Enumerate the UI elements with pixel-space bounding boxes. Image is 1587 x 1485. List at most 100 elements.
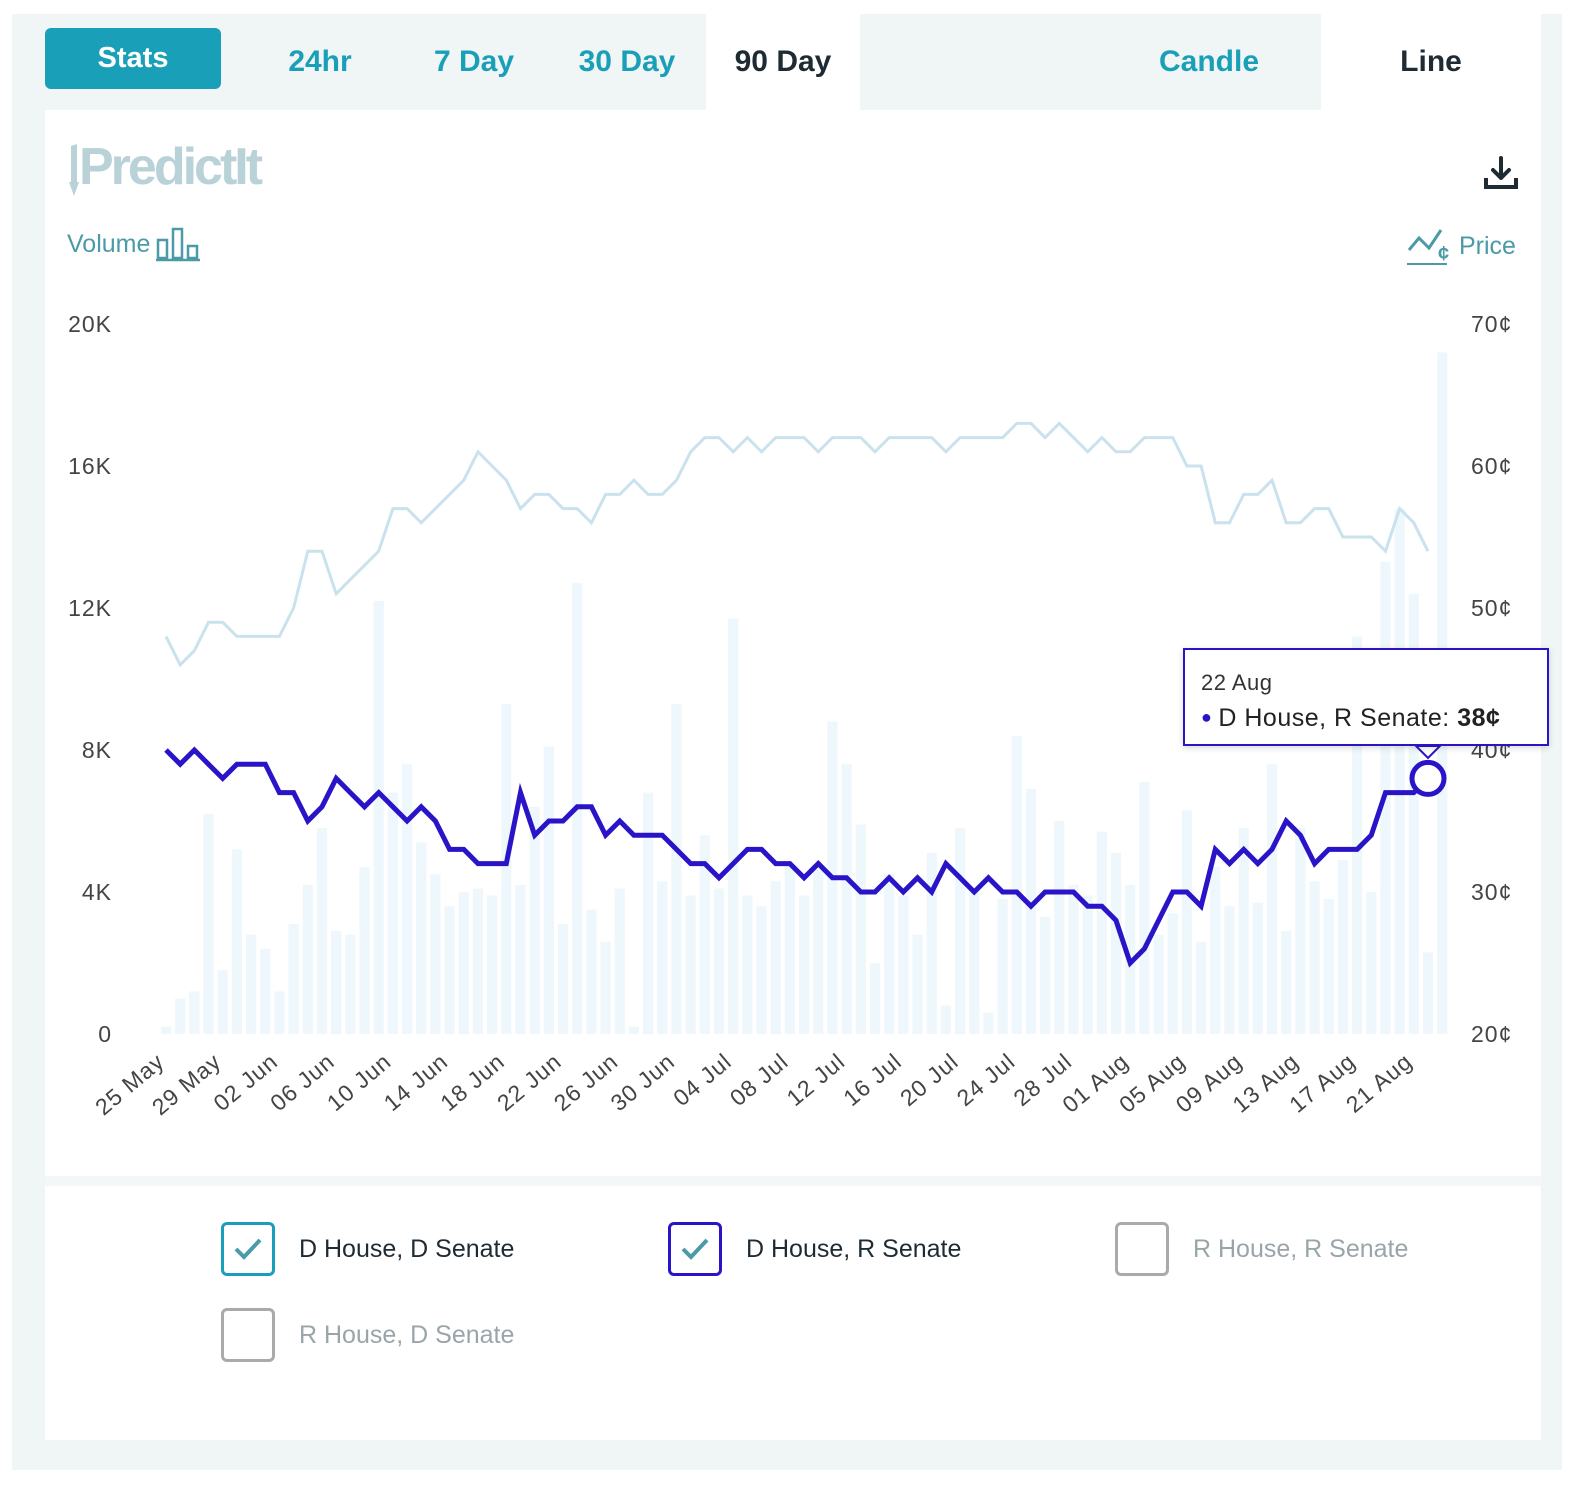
price-tick-label: 70¢ [1471,311,1512,337]
volume-bar [614,888,625,1034]
download-icon[interactable] [1481,154,1521,194]
x-tick-label: 12 Jul [782,1048,850,1111]
volume-bar [1408,593,1419,1034]
bar-chart-icon [156,227,201,262]
volume-bar [940,1005,951,1034]
volume-bar [1040,916,1051,1034]
stats-button[interactable]: Stats [45,28,221,89]
tab-7-day[interactable]: 7 Day [433,45,515,78]
volume-tick-label: 20K [68,311,112,337]
legend-item-rh-ds[interactable]: R House, D Senate [221,1308,514,1362]
x-tick-label: 10 Jun [322,1048,396,1116]
volume-bar [430,874,441,1034]
volume-tick-label: 12K [68,595,112,621]
volume-bar [1252,902,1263,1034]
tooltip-value: 38¢ [1457,704,1501,732]
tab-90-day[interactable]: 90 Day [706,14,860,110]
volume-bar [245,934,257,1034]
volume-bar [1181,810,1193,1034]
check-icon [234,1238,262,1260]
legend-item-dh-rs[interactable]: D House, R Senate [668,1222,961,1276]
volume-bar [1224,906,1235,1034]
volume-bar [1266,764,1278,1034]
volume-bar [1139,781,1150,1034]
volume-bar [175,998,186,1034]
volume-bar [458,892,469,1034]
hover-marker [1409,759,1447,797]
volume-bar [274,991,285,1034]
volume-bar [586,909,597,1034]
volume-bar [501,703,512,1034]
volume-bar [742,895,753,1034]
volume-bar [954,828,966,1034]
volume-bar [884,874,895,1034]
volume-bar [203,813,214,1034]
volume-bar [671,703,682,1034]
legend: D House, D Senate D House, R Senate R Ho… [45,1176,1541,1440]
volume-bar [1309,881,1320,1034]
price-axis-toggle[interactable]: ¢ Price [1407,226,1516,266]
tab-24hr[interactable]: 24hr [288,45,352,78]
volume-bar [600,941,611,1034]
check-icon [681,1238,709,1260]
volume-bar [983,1012,994,1034]
volume-bar [841,764,852,1034]
volume-bar [387,792,398,1034]
volume-bar [855,824,866,1034]
volume-bar [1210,867,1221,1034]
tab-candle[interactable]: Candle [1158,45,1260,78]
price-tick-label: 30¢ [1471,879,1512,905]
volume-bar [1025,789,1037,1034]
volume-bar [685,895,696,1034]
volume-tick-label: 0 [98,1021,112,1047]
svg-text:¢: ¢ [1438,243,1449,265]
volume-bar [331,931,342,1034]
volume-bar [416,842,427,1034]
volume-bar [628,1026,640,1034]
volume-bar [345,934,356,1034]
volume-bar [472,888,484,1034]
volume-bar [1054,821,1065,1034]
legend-item-dh-ds[interactable]: D House, D Senate [221,1222,514,1276]
volume-bar [316,828,328,1034]
x-tick-label: 18 Jun [435,1048,509,1116]
series-dot-icon: ● [1201,707,1213,727]
volume-bar [869,963,881,1034]
volume-bar [997,899,1008,1034]
checkbox-rh-ds[interactable] [221,1308,275,1362]
x-tick-label: 06 Jun [265,1048,339,1116]
chart-tooltip: 22 Aug ● D House, R Senate: 38¢ [1183,648,1549,746]
checkbox-dh-ds[interactable] [221,1222,275,1276]
volume-tick-label: 4K [82,879,112,905]
volume-bar [487,895,498,1034]
checkbox-dh-rs[interactable] [668,1222,722,1276]
volume-tick-label: 16K [68,453,112,479]
volume-bar [1366,892,1377,1034]
x-tick-label: 22 Jun [492,1048,566,1116]
tab-line[interactable]: Line [1321,14,1541,110]
volume-bar [1281,931,1292,1034]
volume-bar [1153,934,1164,1034]
legend-label: R House, D Senate [299,1320,515,1349]
volume-bar [1323,899,1334,1034]
volume-axis-toggle[interactable]: Volume [67,226,201,262]
volume-bar [1295,828,1306,1034]
tab-30-day[interactable]: 30 Day [578,45,676,78]
x-tick-label: 30 Jun [605,1048,679,1116]
tooltip-pointer [1413,745,1443,760]
volume-bar [1422,952,1434,1034]
volume-bar [728,618,739,1034]
volume-bar [1110,852,1122,1034]
legend-item-rh-rs[interactable]: R House, R Senate [1115,1222,1408,1276]
volume-bar [288,923,299,1034]
volume-bar [756,906,767,1034]
series-line-dh-ds [164,421,1430,668]
volume-bar [699,835,710,1034]
price-tick-label: 50¢ [1471,595,1512,621]
volume-bar [160,1026,172,1034]
checkbox-rh-rs[interactable] [1115,1222,1169,1276]
volume-bar [1068,884,1079,1034]
volume-bar [713,888,725,1034]
volume-bar [1394,508,1405,1035]
